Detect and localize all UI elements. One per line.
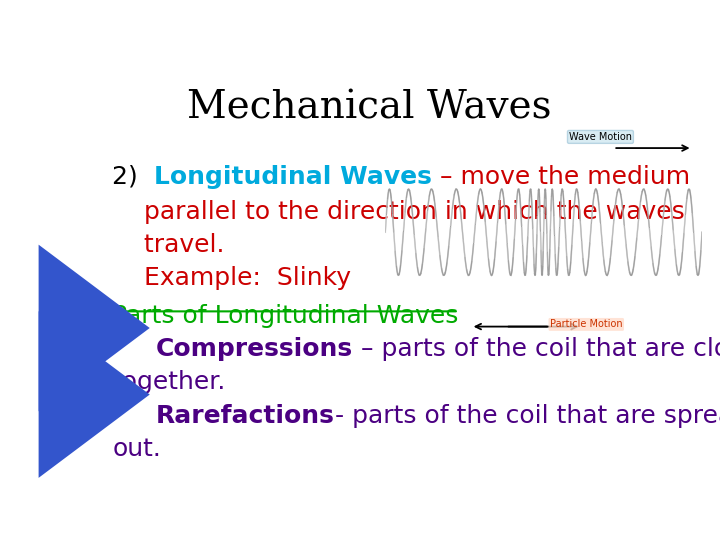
- Text: Longitudinal Waves: Longitudinal Waves: [154, 165, 432, 188]
- Text: – parts of the coil that are close: – parts of the coil that are close: [353, 337, 720, 361]
- Text: Parts of Longitudinal Waves: Parts of Longitudinal Waves: [112, 304, 459, 328]
- Text: parallel to the direction in which the waves: parallel to the direction in which the w…: [112, 200, 685, 224]
- Text: 2): 2): [112, 165, 154, 188]
- Text: Wave Motion: Wave Motion: [569, 132, 632, 142]
- Text: Particle Motion: Particle Motion: [550, 319, 623, 329]
- Text: Compressions: Compressions: [156, 337, 353, 361]
- Text: Mechanical Waves: Mechanical Waves: [186, 90, 552, 127]
- Text: Rarefactions: Rarefactions: [156, 404, 335, 428]
- Text: together.: together.: [112, 370, 225, 394]
- Text: Example:  Slinky: Example: Slinky: [112, 266, 351, 291]
- Text: – move the medium: – move the medium: [432, 165, 690, 188]
- Text: travel.: travel.: [112, 233, 225, 257]
- Text: - parts of the coil that are spread: - parts of the coil that are spread: [335, 404, 720, 428]
- Text: out.: out.: [112, 437, 161, 461]
